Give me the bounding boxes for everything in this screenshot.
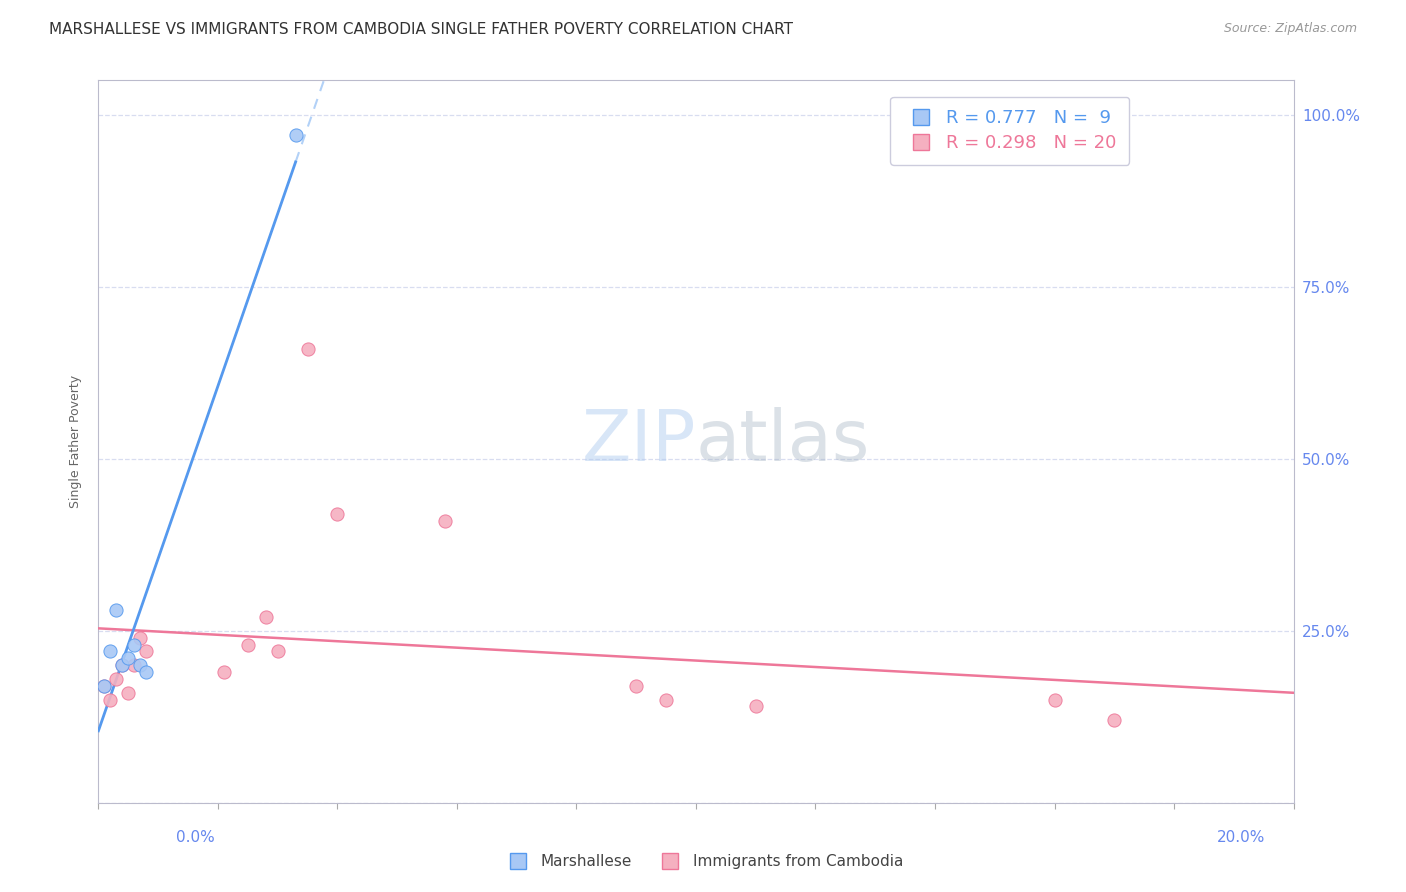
Point [111, 658, 134, 673]
Point [117, 651, 139, 665]
Text: 0.0%: 0.0% [176, 830, 215, 845]
Point [267, 644, 290, 658]
Point [254, 610, 277, 624]
Point [93, 679, 115, 693]
Point [98, 644, 122, 658]
Point [117, 686, 139, 700]
Text: ZIP: ZIP [582, 407, 696, 476]
Point [1104, 713, 1126, 727]
Point [655, 692, 678, 706]
Point [129, 658, 152, 673]
Text: Source: ZipAtlas.com: Source: ZipAtlas.com [1223, 22, 1357, 36]
Point [326, 507, 349, 521]
Point [93, 679, 115, 693]
Y-axis label: Single Father Poverty: Single Father Poverty [69, 375, 83, 508]
Point [105, 672, 128, 686]
Point [135, 665, 157, 679]
Point [236, 638, 259, 652]
Point [297, 342, 319, 356]
Point [105, 603, 128, 617]
Point [434, 514, 457, 528]
Point [212, 665, 235, 679]
Point [284, 128, 307, 143]
Point [111, 658, 134, 673]
Point [135, 644, 157, 658]
Point [129, 631, 152, 645]
Legend: Marshallese, Immigrants from Cambodia: Marshallese, Immigrants from Cambodia [496, 848, 910, 875]
Point [745, 699, 768, 714]
Point [98, 692, 122, 706]
Point [626, 679, 648, 693]
Point [1043, 692, 1066, 706]
Text: atlas: atlas [696, 407, 870, 476]
Point [124, 638, 146, 652]
Text: 20.0%: 20.0% [1218, 830, 1265, 845]
Point [124, 658, 146, 673]
Legend: R = 0.777   N =  9, R = 0.298   N = 20: R = 0.777 N = 9, R = 0.298 N = 20 [890, 96, 1129, 165]
Text: MARSHALLESE VS IMMIGRANTS FROM CAMBODIA SINGLE FATHER POVERTY CORRELATION CHART: MARSHALLESE VS IMMIGRANTS FROM CAMBODIA … [49, 22, 793, 37]
